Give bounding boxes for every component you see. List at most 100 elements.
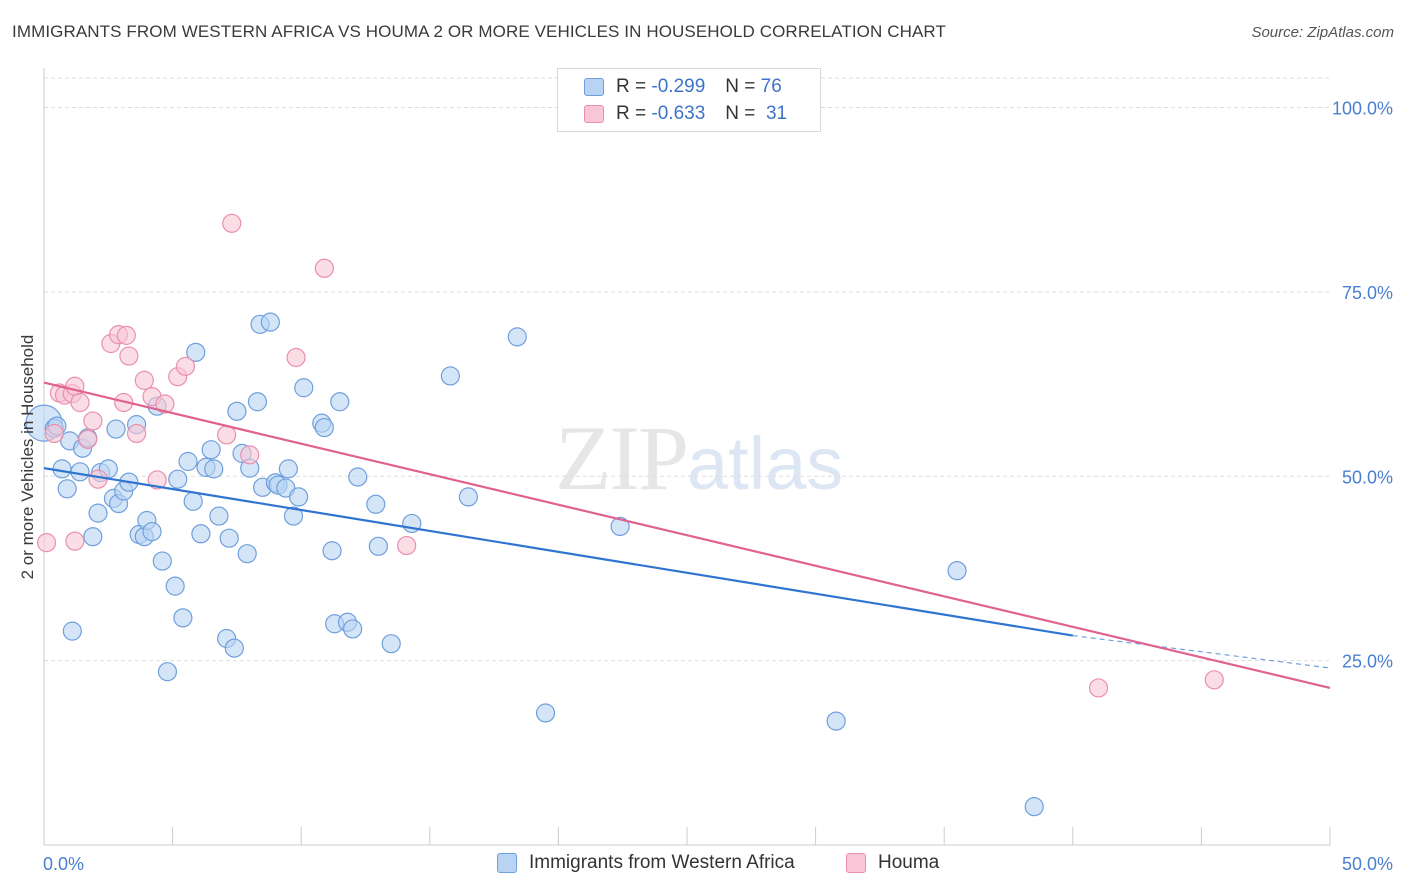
- data-point-western-africa: [219, 528, 239, 548]
- data-point-western-africa: [247, 392, 268, 412]
- correlation-legend: R = -0.299 N = 76 R = -0.633 N = 31: [557, 68, 821, 132]
- data-point-western-africa: [70, 462, 90, 482]
- data-point-western-africa: [535, 703, 556, 723]
- data-point-western-africa: [62, 621, 82, 641]
- trend-lines: [43, 381, 1331, 689]
- chart-title: IMMIGRANTS FROM WESTERN AFRICA VS HOUMA …: [12, 22, 946, 41]
- data-point-western-africa: [152, 551, 172, 571]
- data-point-western-africa: [191, 524, 211, 544]
- y-tick-label: 75.0%: [1342, 283, 1393, 303]
- series-legend: Immigrants from Western Africa Houma: [0, 852, 1406, 876]
- legend-label: Immigrants from Western Africa: [529, 852, 795, 873]
- trend-line-western-africa: [43, 467, 1073, 637]
- data-point-western-africa: [283, 506, 304, 526]
- legend-item-western-africa[interactable]: Immigrants from Western Africa: [497, 852, 795, 874]
- data-point-houma: [1204, 670, 1224, 690]
- data-point-western-africa: [826, 711, 846, 731]
- data-point-houma: [119, 346, 139, 366]
- legend-row-houma: R = -0.633 N = 31: [584, 101, 787, 127]
- data-point-western-africa: [88, 503, 108, 523]
- data-point-western-africa: [142, 521, 162, 542]
- watermark-atlas: atlas: [687, 422, 844, 505]
- data-point-houma: [65, 531, 85, 551]
- y-tick-label: 100.0%: [1332, 99, 1393, 119]
- data-point-houma: [314, 258, 334, 278]
- data-point-western-africa: [237, 544, 257, 564]
- data-point-western-africa: [204, 459, 224, 479]
- data-point-western-africa: [343, 619, 363, 639]
- data-point-western-africa: [314, 417, 334, 438]
- data-point-western-africa: [209, 506, 229, 526]
- data-point-houma: [116, 325, 136, 345]
- trend-line-houma: [43, 381, 1331, 689]
- data-point-houma: [155, 394, 175, 414]
- data-point-houma: [83, 411, 103, 431]
- legend-swatch-blue: [584, 78, 604, 96]
- data-point-western-africa: [322, 541, 342, 561]
- data-point-houma: [397, 535, 417, 556]
- watermark: ZIPatlas: [555, 405, 843, 511]
- data-point-western-africa: [260, 312, 280, 332]
- data-point-western-africa: [381, 634, 401, 654]
- axes: [43, 68, 1331, 846]
- legend-item-houma[interactable]: Houma: [846, 852, 939, 874]
- series-immigrants-from-western-africa: [25, 312, 1044, 817]
- legend-n-label: N =: [725, 76, 756, 97]
- data-point-western-africa: [173, 608, 193, 628]
- legend-row-western-africa: R = -0.299 N = 76: [584, 74, 782, 100]
- data-point-houma: [36, 533, 57, 553]
- data-point-western-africa: [947, 561, 967, 581]
- legend-n-label: N =: [725, 103, 756, 124]
- data-point-western-africa: [183, 491, 203, 511]
- data-point-western-africa: [57, 479, 77, 499]
- data-point-houma: [78, 429, 98, 449]
- data-point-western-africa: [1024, 797, 1044, 817]
- grid-lines: [44, 77, 1330, 662]
- legend-r-label: R =: [616, 76, 647, 97]
- data-point-western-africa: [294, 378, 314, 398]
- legend-label: Houma: [878, 852, 940, 873]
- legend-swatch-pink: [584, 105, 604, 123]
- data-point-houma: [175, 356, 196, 376]
- data-point-western-africa: [178, 451, 198, 472]
- legend-swatch-pink: [846, 853, 866, 873]
- data-point-western-africa: [165, 576, 185, 596]
- data-point-western-africa: [330, 392, 350, 412]
- tick-labels: 25.0% 50.0% 75.0% 100.0% 0.0% 50.0%: [43, 99, 1393, 875]
- data-point-western-africa: [201, 440, 221, 460]
- data-point-western-africa: [157, 662, 178, 682]
- data-point-houma: [134, 370, 154, 390]
- trend-extension-western-africa: [1072, 634, 1331, 669]
- data-point-western-africa: [224, 638, 244, 658]
- y-tick-label: 50.0%: [1342, 467, 1393, 487]
- y-tick-label: 25.0%: [1342, 652, 1393, 672]
- x-tick-label: 0.0%: [43, 854, 84, 874]
- legend-r-value: -0.299: [651, 76, 706, 97]
- watermark-zip: ZIP: [555, 407, 689, 509]
- data-point-western-africa: [83, 527, 103, 547]
- data-point-western-africa: [507, 327, 527, 347]
- data-point-houma: [1088, 678, 1109, 698]
- data-point-western-africa: [458, 487, 478, 507]
- legend-r-label: R =: [616, 103, 647, 124]
- data-point-houma: [217, 425, 237, 445]
- data-point-western-africa: [278, 459, 298, 479]
- data-point-western-africa: [289, 487, 309, 507]
- data-point-houma: [222, 213, 242, 233]
- data-point-houma: [126, 423, 147, 444]
- data-point-houma: [147, 470, 167, 490]
- data-point-western-africa: [348, 467, 368, 487]
- source-credit: Source: ZipAtlas.com: [1251, 24, 1394, 41]
- data-point-houma: [286, 347, 306, 368]
- series-houma: [36, 213, 1224, 698]
- data-point-western-africa: [168, 469, 188, 489]
- data-point-houma: [44, 423, 64, 444]
- legend-swatch-blue: [497, 853, 517, 873]
- legend-r-value: -0.633: [651, 103, 706, 124]
- legend-n-value: 31: [765, 103, 788, 124]
- data-point-houma: [65, 376, 85, 396]
- data-point-western-africa: [186, 342, 206, 362]
- y-axis-title: 2 or more Vehicles in Household: [18, 335, 37, 580]
- data-point-western-africa: [227, 401, 247, 421]
